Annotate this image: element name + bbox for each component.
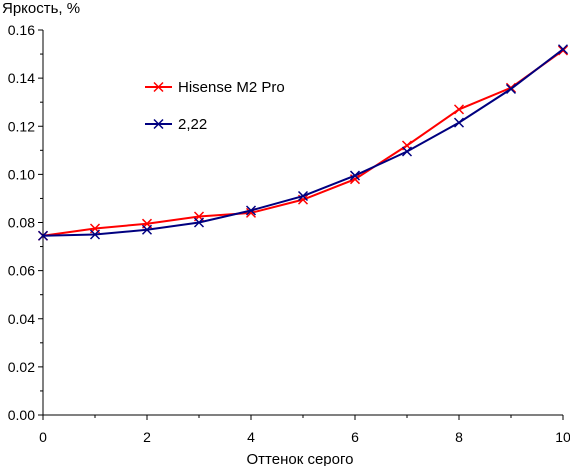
x-tick-label: 10 xyxy=(555,429,570,445)
marker-stroke xyxy=(153,118,164,130)
data-point xyxy=(89,229,101,240)
x-tick-label: 0 xyxy=(39,429,47,445)
marker-stroke xyxy=(557,44,569,55)
marker-stroke xyxy=(505,83,517,94)
marker-stroke xyxy=(89,229,101,240)
y-tick-label: 0.04 xyxy=(8,311,35,327)
x-axis-title: Оттенок серого xyxy=(247,451,354,466)
legend-label: 2,22 xyxy=(178,116,207,133)
data-point xyxy=(245,205,257,216)
series-line xyxy=(42,48,564,237)
series-1 xyxy=(37,45,569,241)
marker-stroke xyxy=(453,117,465,128)
series-layer xyxy=(37,44,569,241)
data-point xyxy=(453,117,465,128)
legend-marker xyxy=(153,81,164,93)
legend: Hisense M2 Pro 2,22 xyxy=(145,79,285,133)
x-tick-label: 6 xyxy=(351,429,359,445)
y-tick-label: 0.10 xyxy=(8,166,35,182)
data-point xyxy=(401,146,413,157)
y-tick-label: 0.00 xyxy=(8,407,35,423)
x-tick-label: 4 xyxy=(247,429,255,445)
y-tick-label: 0.02 xyxy=(8,359,35,375)
y-axis-title: Яркость, % xyxy=(2,0,80,17)
y-tick-label: 0.08 xyxy=(8,215,35,231)
legend-label: Hisense M2 Pro xyxy=(178,79,285,96)
y-tick-label: 0.12 xyxy=(8,118,35,134)
ticks: 0.00 0.02 0.04 0.06 0.08 0.10 0.12 0.14 0.16 0 2 4 6… xyxy=(8,22,570,445)
data-point xyxy=(193,217,205,228)
marker-stroke xyxy=(297,191,309,202)
data-point xyxy=(349,170,361,181)
x-tick-label: 8 xyxy=(455,429,463,445)
x-tick-label: 2 xyxy=(143,429,151,445)
marker-stroke xyxy=(349,174,361,185)
legend-marker xyxy=(153,118,164,130)
data-point xyxy=(37,230,49,241)
data-point xyxy=(557,44,569,55)
data-point xyxy=(297,191,309,202)
data-point xyxy=(453,104,465,115)
marker-stroke xyxy=(193,217,205,228)
series-line xyxy=(42,49,564,237)
series-2 xyxy=(37,44,569,241)
y-tick-label: 0.06 xyxy=(8,263,35,279)
data-point xyxy=(505,83,517,94)
marker-stroke xyxy=(349,170,361,181)
marker-stroke xyxy=(245,205,257,216)
axes xyxy=(42,30,563,416)
marker-stroke xyxy=(37,230,49,241)
legend-item: 2,22 xyxy=(145,116,207,133)
y-tick-label: 0.14 xyxy=(8,70,35,86)
marker-stroke xyxy=(297,194,309,205)
data-point xyxy=(141,224,153,235)
y-tick-label: 0.16 xyxy=(8,22,35,38)
legend-item: Hisense M2 Pro xyxy=(145,79,285,96)
marker-stroke xyxy=(401,146,413,157)
marker-stroke xyxy=(153,81,164,93)
marker-stroke xyxy=(453,104,465,115)
marker-stroke xyxy=(141,224,153,235)
